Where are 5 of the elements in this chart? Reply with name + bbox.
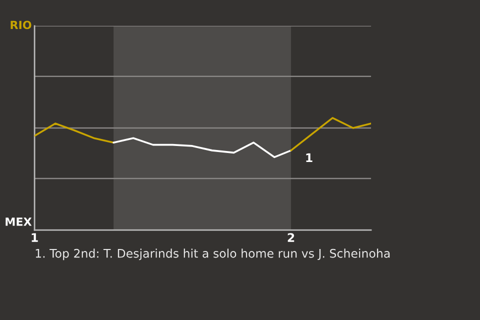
annotation: 1 bbox=[306, 153, 312, 162]
x-tick-label: 2 bbox=[288, 233, 294, 242]
text: 1. Top 2nd: T. Desjarinds hit a solo home run vs J. Scheinoha bbox=[36, 248, 390, 260]
text: RIO bbox=[10, 20, 32, 30]
text: MEX bbox=[6, 218, 32, 226]
